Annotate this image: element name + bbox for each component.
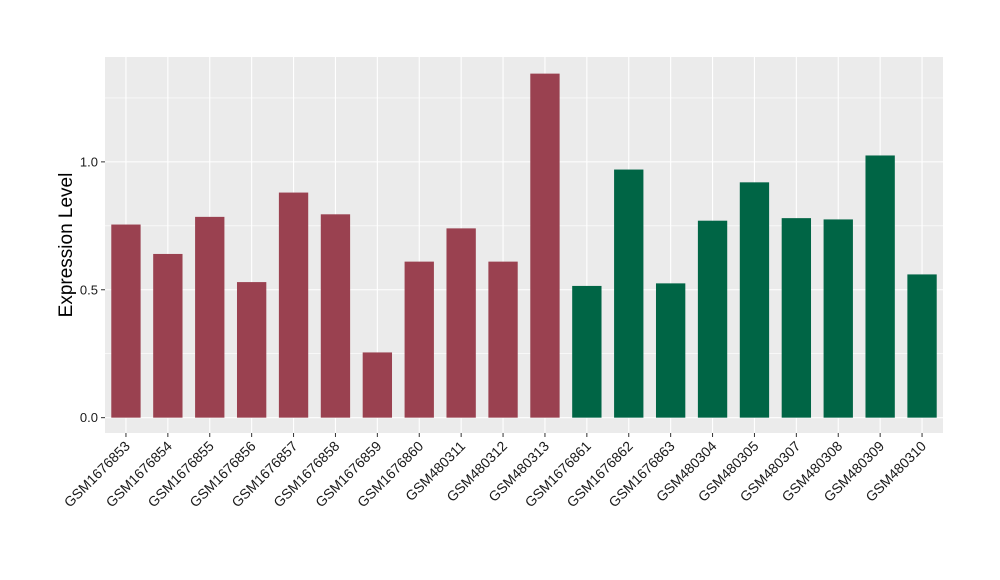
y-tick-label: 1.0 <box>80 154 98 169</box>
bar-GSM1676856 <box>236 282 267 418</box>
plot-panel <box>105 57 943 433</box>
bar-GSM1676863 <box>655 283 686 418</box>
bar-GSM1676854 <box>153 253 183 418</box>
bar-GSM1676857 <box>278 192 309 418</box>
bar-GSM480312 <box>488 261 518 418</box>
bar-GSM480304 <box>697 220 728 418</box>
y-tick-label: 0.5 <box>80 282 98 297</box>
bar-GSM480309 <box>865 155 895 418</box>
bar-GSM480310 <box>907 274 937 418</box>
bar-GSM480311 <box>446 228 476 418</box>
bar-GSM480305 <box>739 182 770 418</box>
bar-GSM1676858 <box>320 214 351 418</box>
bar-GSM1676859 <box>362 352 393 418</box>
y-tick-label: 0.0 <box>80 410 98 425</box>
bar-GSM1676853 <box>111 224 141 418</box>
y-axis-title: Expression Level <box>56 173 77 318</box>
bar-GSM1676860 <box>404 261 434 418</box>
bar-GSM1676855 <box>195 216 225 418</box>
bars <box>111 73 937 418</box>
bar-GSM1676862 <box>614 169 644 418</box>
bar-GSM480307 <box>781 218 812 418</box>
y-axis: 0.0 0.5 1.0 <box>80 154 105 425</box>
bar-GSM480313 <box>530 73 560 418</box>
bar-GSM1676861 <box>572 285 602 418</box>
bar-GSM480308 <box>823 219 853 418</box>
